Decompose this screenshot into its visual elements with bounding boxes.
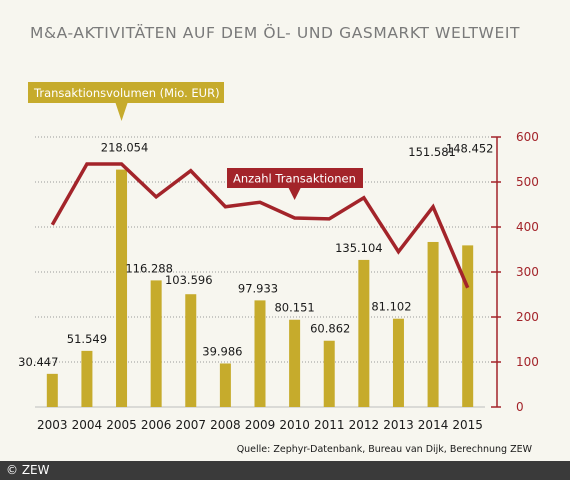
bar-value-label: 60.862 [310,322,350,336]
x-tick-label: 2006 [141,418,172,432]
x-tick-label: 2010 [279,418,310,432]
right-axis-tick-label: 600 [516,130,539,144]
x-tick-label: 2014 [418,418,449,432]
bar-value-label: 116.288 [125,261,173,275]
bar [462,245,474,407]
x-tick-label: 2008 [210,418,241,432]
bar-value-label: 81.102 [371,300,411,314]
right-axis-tick-label: 200 [516,310,539,324]
right-axis-tick-label: 0 [516,400,524,414]
bar [289,319,301,407]
bar [150,280,162,407]
x-tick-label: 2005 [106,418,137,432]
copyright-footer: © ZEW [0,461,570,480]
x-tick-label: 2013 [383,418,414,432]
x-tick-label: 2003 [37,418,68,432]
bar-value-label: 151.581 [408,145,456,159]
bar-value-label: 39.986 [202,344,242,358]
transactions-line [50,162,470,289]
x-tick-label: 2007 [175,418,206,432]
bar [116,169,128,407]
bar-value-label: 97.933 [238,281,278,295]
bar [358,259,370,407]
x-tick-label: 2012 [349,418,380,432]
x-tick-label: 2009 [245,418,276,432]
source-note: Quelle: Zephyr-Datenbank, Bureau van Dij… [236,444,532,455]
right-axis-tick-label: 300 [516,265,539,279]
bar [392,318,404,407]
bar-value-label: 135.104 [335,241,383,255]
bar-value-label: 80.151 [274,301,314,315]
bar [427,241,439,407]
right-axis-tick-label: 500 [516,175,539,189]
x-tick-label: 2015 [452,418,483,432]
x-tick-label: 2011 [314,418,345,432]
legend-line-label: Anzahl Transaktionen [233,172,356,186]
legend-bars-pointer [115,103,128,121]
bar [81,350,93,407]
legend-line-pointer [288,188,301,200]
x-tick-label: 2004 [72,418,103,432]
bar-value-label: 148.452 [446,141,494,155]
bar [323,340,335,407]
legend-bars-box [28,82,224,103]
right-axis-tick-label: 400 [516,220,539,234]
legend-bars-label: Transaktionsvolumen (Mio. EUR) [33,86,220,100]
bar-value-label: 30.447 [18,355,58,369]
bar [219,363,231,407]
bar [254,300,266,407]
bar-value-label: 51.549 [67,332,107,346]
legend-line-box [227,168,363,188]
bar-value-label: 218.054 [101,141,149,155]
bar [185,294,197,407]
bar-value-label: 103.596 [165,273,213,287]
chart-title: M&A-AKTIVITÄTEN AUF DEM ÖL- UND GASMARKT… [30,24,521,42]
right-axis-tick-label: 100 [516,355,539,369]
bar [46,373,58,407]
